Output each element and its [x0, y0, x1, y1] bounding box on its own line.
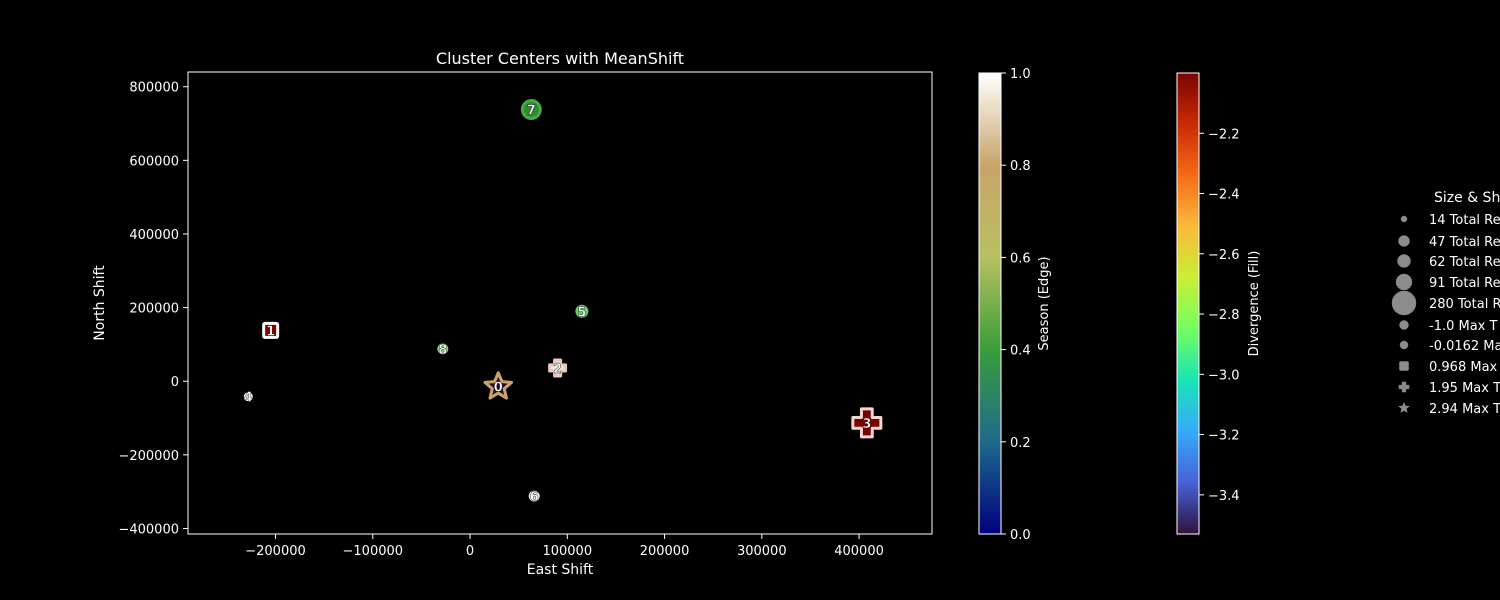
legend-item-label: 47 Total Re [1429, 235, 1500, 250]
colorbar-tick-label: 1.0 [1010, 67, 1031, 82]
colorbar-label: Divergence (Fill) [1247, 251, 1262, 357]
legend-marker [1395, 273, 1413, 291]
cluster-label: 8 [438, 343, 447, 358]
cluster-center-marker [262, 321, 280, 339]
y-tick-label: 600000 [129, 154, 179, 169]
colorbar-tick-label: 0.2 [1010, 436, 1031, 451]
x-tick-label: 0 [466, 544, 474, 559]
x-tick-label: 400000 [834, 544, 884, 559]
cluster-center-marker [851, 407, 883, 439]
cluster-label: 2 [553, 362, 562, 377]
cluster-center-marker [437, 343, 449, 355]
x-tick-label: −200000 [245, 544, 306, 559]
cluster-center-marker [520, 99, 542, 121]
x-tick-label: 200000 [640, 544, 690, 559]
y-axis-label: North Shift [92, 265, 108, 341]
legend-title: Size & Sh [1434, 190, 1500, 206]
colorbar-tick-label: 0.8 [1010, 159, 1031, 174]
x-axis-ticks: −200000 −100000 0 100000 200000 300000 400000 [245, 534, 884, 559]
cluster-center-marker [243, 392, 253, 402]
x-tick-label: −100000 [343, 544, 404, 559]
legend-marker [1398, 381, 1410, 393]
cluster-label: 4 [244, 391, 253, 406]
legend: Size & Sh 14 Total Re 47 Total Re 62 Total… [1391, 190, 1500, 417]
legend-item-label: -0.0162 Ma [1429, 339, 1500, 354]
cluster-center-marker [483, 371, 514, 400]
legend-item-label: 2.94 Max T [1429, 402, 1500, 417]
colorbar-tick-label: 0.6 [1010, 251, 1031, 266]
y-tick-label: 800000 [129, 81, 179, 96]
data-points: 0 1 2 3 4 5 6 7 8 [243, 99, 883, 505]
legend-items: 14 Total Re 47 Total Re 62 Total Re 91 Tota… [1391, 213, 1500, 417]
colorbar-label: Season (Edge) [1037, 256, 1052, 350]
legend-marker [1399, 340, 1409, 350]
legend-marker [1399, 320, 1409, 330]
colorbar-tick-label: −3.2 [1208, 429, 1240, 444]
x-tick-label: 100000 [542, 544, 592, 559]
legend-item-label: -1.0 Max T [1429, 319, 1498, 334]
legend-marker [1399, 361, 1409, 371]
colorbar-tick-label: −2.2 [1208, 127, 1240, 142]
chart-title: Cluster Centers with MeanShift [436, 49, 684, 68]
legend-item-label: 14 Total Re [1429, 213, 1500, 228]
legend-item-label: 1.95 Max T [1429, 381, 1500, 396]
cluster-center-marker [548, 358, 568, 378]
colorbar-tick-label: 0.4 [1010, 344, 1031, 359]
legend-marker [1398, 235, 1410, 247]
legend-marker [1391, 290, 1417, 316]
cluster-label: 6 [530, 490, 539, 505]
cluster-label: 7 [527, 104, 536, 119]
season-colorbar: 0.0 0.2 0.4 0.6 0.8 1.0 Season (Edge) [978, 67, 1052, 543]
cluster-label: 3 [862, 417, 871, 432]
y-tick-label: −400000 [118, 522, 179, 537]
colorbar-tick-label: −3.0 [1208, 368, 1240, 383]
cluster-label: 1 [266, 324, 275, 339]
colorbar-gradient [1176, 72, 1200, 535]
cluster-center-marker [528, 490, 540, 502]
legend-marker [1398, 402, 1410, 413]
plot-area [187, 71, 933, 535]
x-axis-label: East Shift [527, 562, 594, 578]
cluster-center-marker [575, 304, 589, 318]
y-tick-label: 0 [171, 375, 179, 390]
legend-item-label: 62 Total Re [1429, 255, 1500, 270]
colorbar-tick-label: −2.4 [1208, 188, 1240, 203]
cluster-label: 0 [494, 381, 503, 396]
y-axis-ticks: −400000 −200000 0 200000 400000 600000 800000 [118, 81, 188, 537]
colorbar-tick-label: −3.4 [1208, 489, 1240, 504]
legend-marker [1400, 215, 1408, 223]
x-tick-label: 300000 [737, 544, 787, 559]
y-tick-label: −200000 [118, 449, 179, 464]
colorbar-tick-label: 0.0 [1010, 528, 1031, 543]
legend-item-label: 91 Total Re [1429, 276, 1500, 291]
colorbar-gradient [978, 72, 1002, 535]
legend-item-label: 0.968 Max [1429, 360, 1498, 375]
y-tick-label: 200000 [129, 302, 179, 317]
legend-item-label: 280 Total R [1429, 297, 1500, 312]
legend-marker [1397, 254, 1411, 268]
colorbar-tick-label: −2.6 [1208, 248, 1240, 263]
cluster-label: 5 [577, 305, 586, 320]
divergence-colorbar: −3.4 −3.2 −3.0 −2.8 −2.6 −2.4 −2.2 Divergence (… [1176, 72, 1262, 535]
colorbar-tick-label: −2.8 [1208, 308, 1240, 323]
y-tick-label: 400000 [129, 228, 179, 243]
